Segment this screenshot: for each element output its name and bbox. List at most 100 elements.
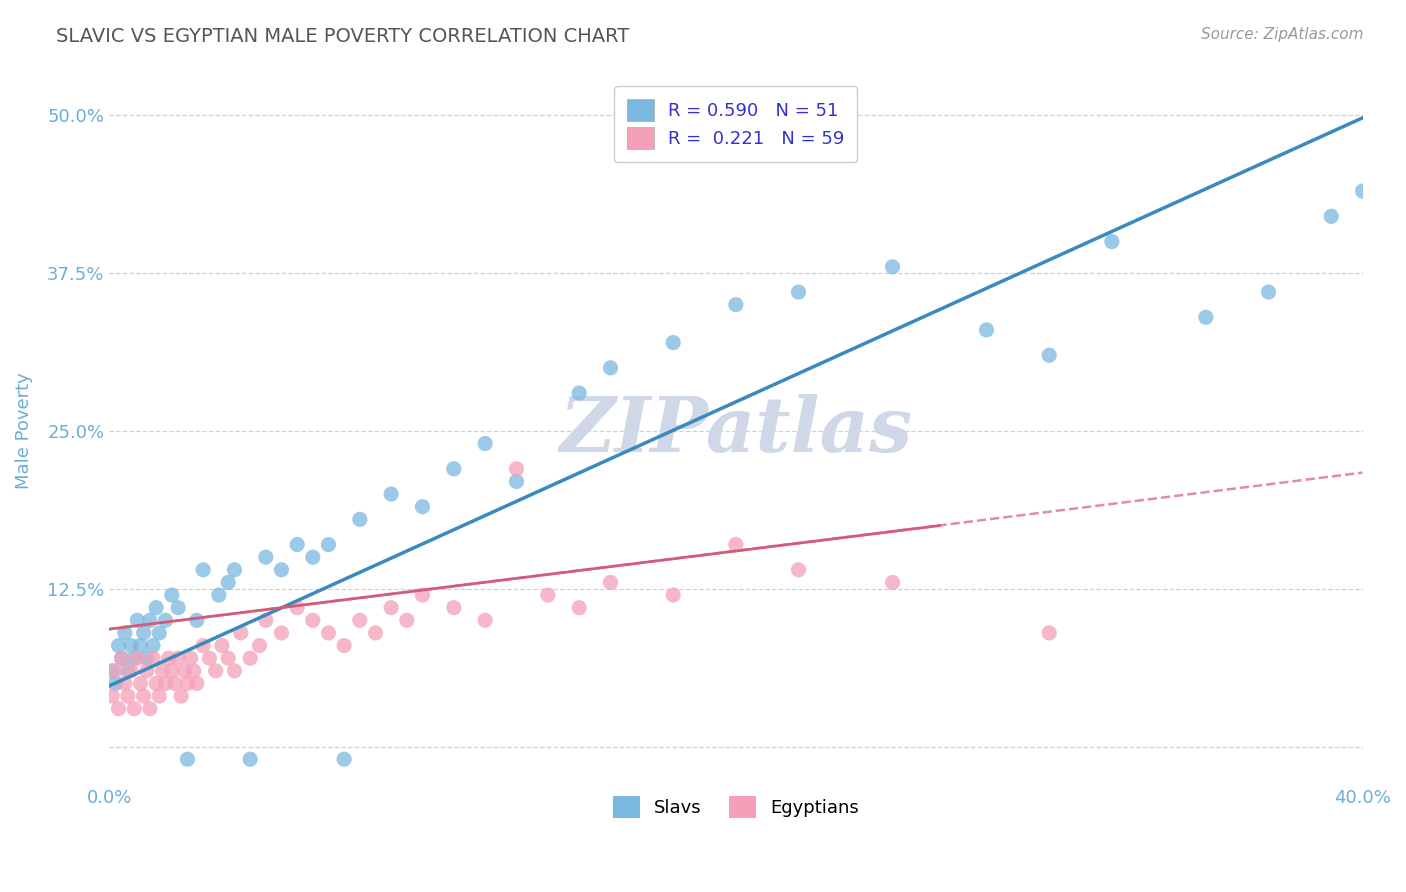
- Point: [662, 588, 685, 602]
- Point: [101, 664, 124, 678]
- Point: [127, 613, 149, 627]
- Point: [160, 588, 183, 602]
- Point: [976, 323, 998, 337]
- Point: [157, 651, 180, 665]
- Point: [1195, 310, 1218, 325]
- Point: [107, 639, 129, 653]
- Point: [662, 335, 685, 350]
- Point: [204, 664, 226, 678]
- Point: [208, 588, 231, 602]
- Point: [229, 626, 252, 640]
- Point: [1257, 285, 1279, 299]
- Point: [142, 639, 165, 653]
- Point: [349, 512, 371, 526]
- Point: [173, 664, 195, 678]
- Point: [104, 664, 127, 678]
- Point: [254, 613, 277, 627]
- Point: [239, 752, 262, 766]
- Point: [155, 613, 177, 627]
- Point: [101, 689, 124, 703]
- Point: [135, 651, 157, 665]
- Point: [122, 651, 145, 665]
- Point: [270, 563, 292, 577]
- Point: [139, 613, 162, 627]
- Point: [160, 664, 183, 678]
- Point: [198, 651, 221, 665]
- Point: [239, 651, 262, 665]
- Point: [111, 651, 134, 665]
- Point: [787, 563, 810, 577]
- Point: [217, 651, 239, 665]
- Point: [443, 462, 465, 476]
- Point: [380, 600, 402, 615]
- Point: [411, 588, 433, 602]
- Point: [167, 600, 190, 615]
- Point: [599, 360, 621, 375]
- Point: [882, 575, 904, 590]
- Point: [1320, 210, 1343, 224]
- Point: [724, 298, 747, 312]
- Point: [145, 676, 167, 690]
- Point: [135, 664, 157, 678]
- Point: [254, 550, 277, 565]
- Text: ZIPatlas: ZIPatlas: [560, 394, 912, 468]
- Point: [145, 600, 167, 615]
- Point: [104, 676, 127, 690]
- Point: [443, 600, 465, 615]
- Point: [120, 664, 142, 678]
- Point: [186, 613, 208, 627]
- Point: [139, 701, 162, 715]
- Point: [882, 260, 904, 274]
- Point: [117, 664, 139, 678]
- Point: [349, 613, 371, 627]
- Point: [270, 626, 292, 640]
- Point: [1101, 235, 1123, 249]
- Point: [191, 639, 214, 653]
- Point: [217, 575, 239, 590]
- Point: [224, 563, 246, 577]
- Point: [183, 664, 205, 678]
- Point: [568, 386, 591, 401]
- Point: [176, 676, 198, 690]
- Point: [1038, 348, 1060, 362]
- Point: [132, 626, 155, 640]
- Point: [1351, 184, 1374, 198]
- Point: [163, 676, 186, 690]
- Point: [167, 651, 190, 665]
- Point: [129, 639, 152, 653]
- Legend: Slavs, Egyptians: Slavs, Egyptians: [606, 789, 866, 825]
- Point: [301, 613, 323, 627]
- Point: [117, 689, 139, 703]
- Point: [1038, 626, 1060, 640]
- Point: [127, 651, 149, 665]
- Point: [333, 639, 356, 653]
- Point: [122, 701, 145, 715]
- Point: [364, 626, 387, 640]
- Point: [474, 613, 496, 627]
- Point: [787, 285, 810, 299]
- Point: [333, 752, 356, 766]
- Point: [285, 600, 308, 615]
- Point: [191, 563, 214, 577]
- Y-axis label: Male Poverty: Male Poverty: [15, 373, 32, 490]
- Point: [537, 588, 560, 602]
- Point: [395, 613, 418, 627]
- Point: [211, 639, 233, 653]
- Point: [285, 537, 308, 551]
- Text: SLAVIC VS EGYPTIAN MALE POVERTY CORRELATION CHART: SLAVIC VS EGYPTIAN MALE POVERTY CORRELAT…: [56, 27, 630, 45]
- Point: [148, 626, 170, 640]
- Text: Source: ZipAtlas.com: Source: ZipAtlas.com: [1201, 27, 1364, 42]
- Point: [107, 701, 129, 715]
- Point: [114, 676, 136, 690]
- Point: [724, 537, 747, 551]
- Point: [224, 664, 246, 678]
- Point: [114, 626, 136, 640]
- Point: [505, 475, 527, 489]
- Point: [152, 664, 174, 678]
- Point: [505, 462, 527, 476]
- Point: [474, 436, 496, 450]
- Point: [120, 639, 142, 653]
- Point: [318, 626, 340, 640]
- Point: [301, 550, 323, 565]
- Point: [111, 651, 134, 665]
